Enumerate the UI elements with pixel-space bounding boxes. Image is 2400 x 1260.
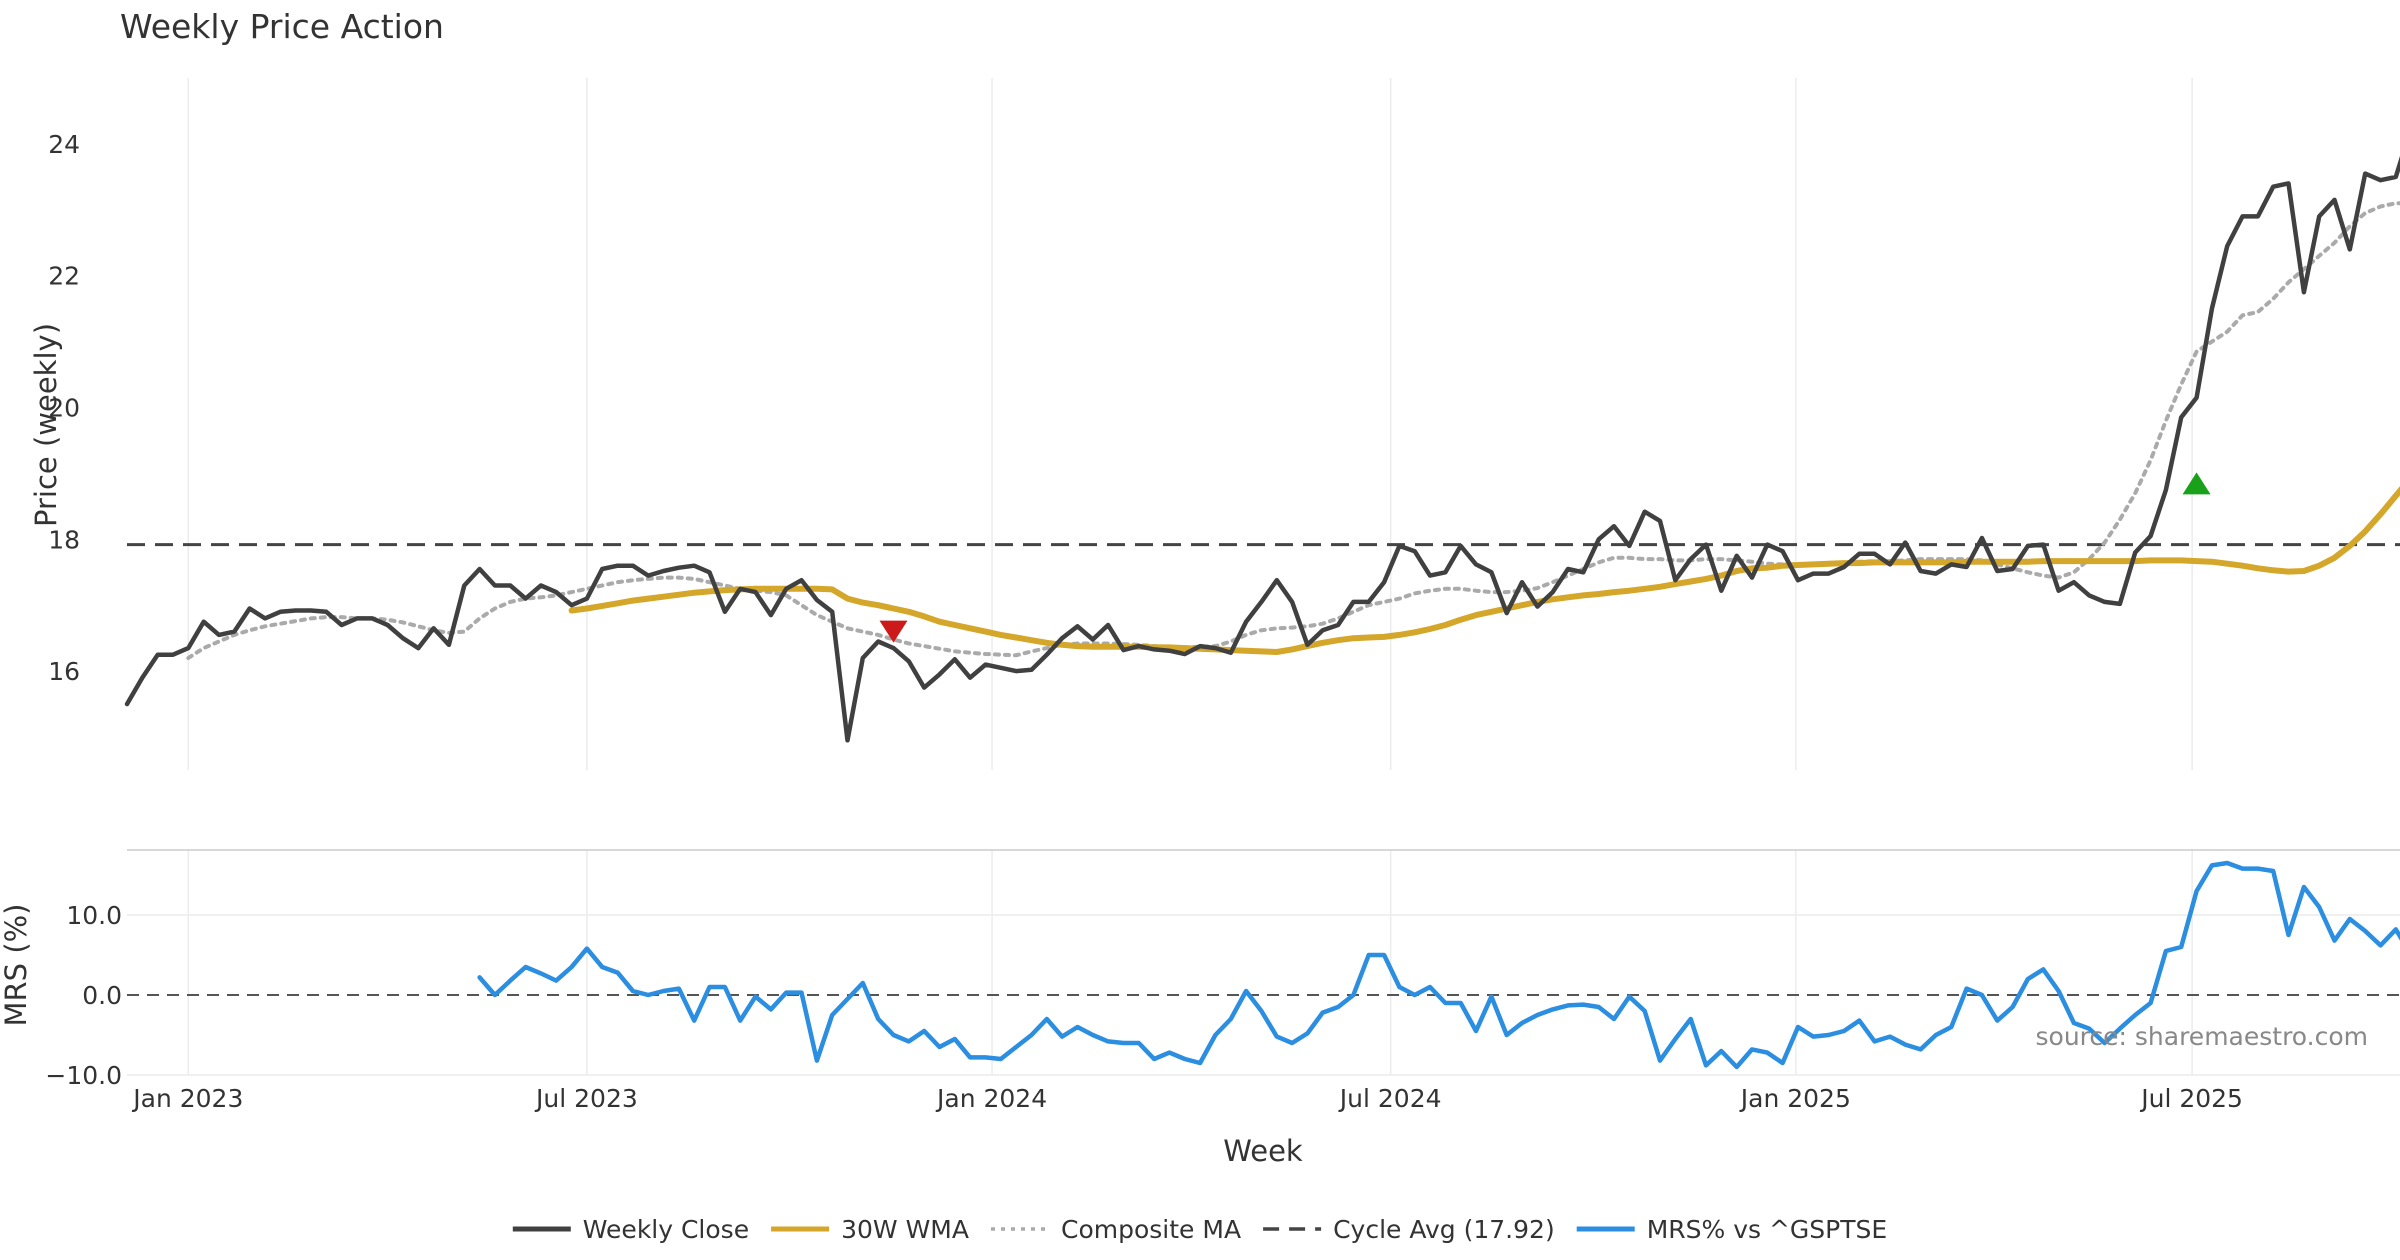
mrs-y-tick-label: 10.0 — [66, 901, 122, 930]
x-tick-label: Jul 2023 — [534, 1084, 638, 1113]
price-axis-label: Price (weekly) — [29, 323, 63, 527]
legend-label: Weekly Close — [583, 1215, 749, 1244]
legend-item: Weekly Close — [512, 1215, 749, 1244]
x-axis-label: Week — [1223, 1134, 1303, 1168]
x-tick-label: Jan 2025 — [1739, 1084, 1851, 1113]
price-y-tick-label: 18 — [48, 525, 80, 554]
x-tick-label: Jul 2025 — [2139, 1084, 2243, 1113]
grid-layer — [127, 78, 2400, 1076]
mrs-line — [477, 860, 2400, 1070]
x-tick-label: Jan 2023 — [131, 1084, 243, 1113]
price-y-tick-label: 24 — [48, 130, 80, 159]
legend-label: Cycle Avg (17.92) — [1333, 1215, 1555, 1244]
legend-label: 30W WMA — [841, 1215, 969, 1244]
x-tick-label: Jul 2024 — [1338, 1084, 1442, 1113]
source-note: source: sharemaestro.com — [2036, 1022, 2369, 1051]
price-y-tick-label: 22 — [48, 262, 80, 291]
plot-layer: Jan 2023 Jul 2023 Jan 2024 Jul 2024 Jan 2025… — [45, 130, 2400, 1113]
mrs-y-tick-label: 0.0 — [82, 981, 122, 1010]
legend-label: Composite MA — [1061, 1215, 1241, 1244]
chart-title: Weekly Price Action — [120, 7, 444, 46]
weekly-close-line — [124, 155, 2400, 743]
30w-wma-line — [568, 486, 2400, 655]
buy-signal-marker — [2182, 472, 2211, 495]
legend-item: 30W WMA — [771, 1215, 969, 1244]
sell-signal-marker — [879, 620, 908, 643]
composite-ma-line — [186, 201, 2400, 660]
legend-item: Composite MA — [991, 1215, 1241, 1244]
legend: Weekly Close 30W WMA Composite MA Cycle Avg… — [512, 1215, 1887, 1244]
x-tick-label: Jan 2024 — [935, 1084, 1047, 1113]
legend-item: Cycle Avg (17.92) — [1263, 1215, 1555, 1244]
mrs-axis-label: MRS (%) — [0, 904, 33, 1027]
price-y-tick-label: 20 — [48, 394, 80, 423]
legend-label: MRS% vs ^GSPTSE — [1647, 1215, 1887, 1244]
price-y-tick-label: 16 — [48, 657, 80, 686]
mrs-y-tick-label: −10.0 — [45, 1061, 122, 1090]
legend-item: MRS% vs ^GSPTSE — [1576, 1215, 1887, 1244]
